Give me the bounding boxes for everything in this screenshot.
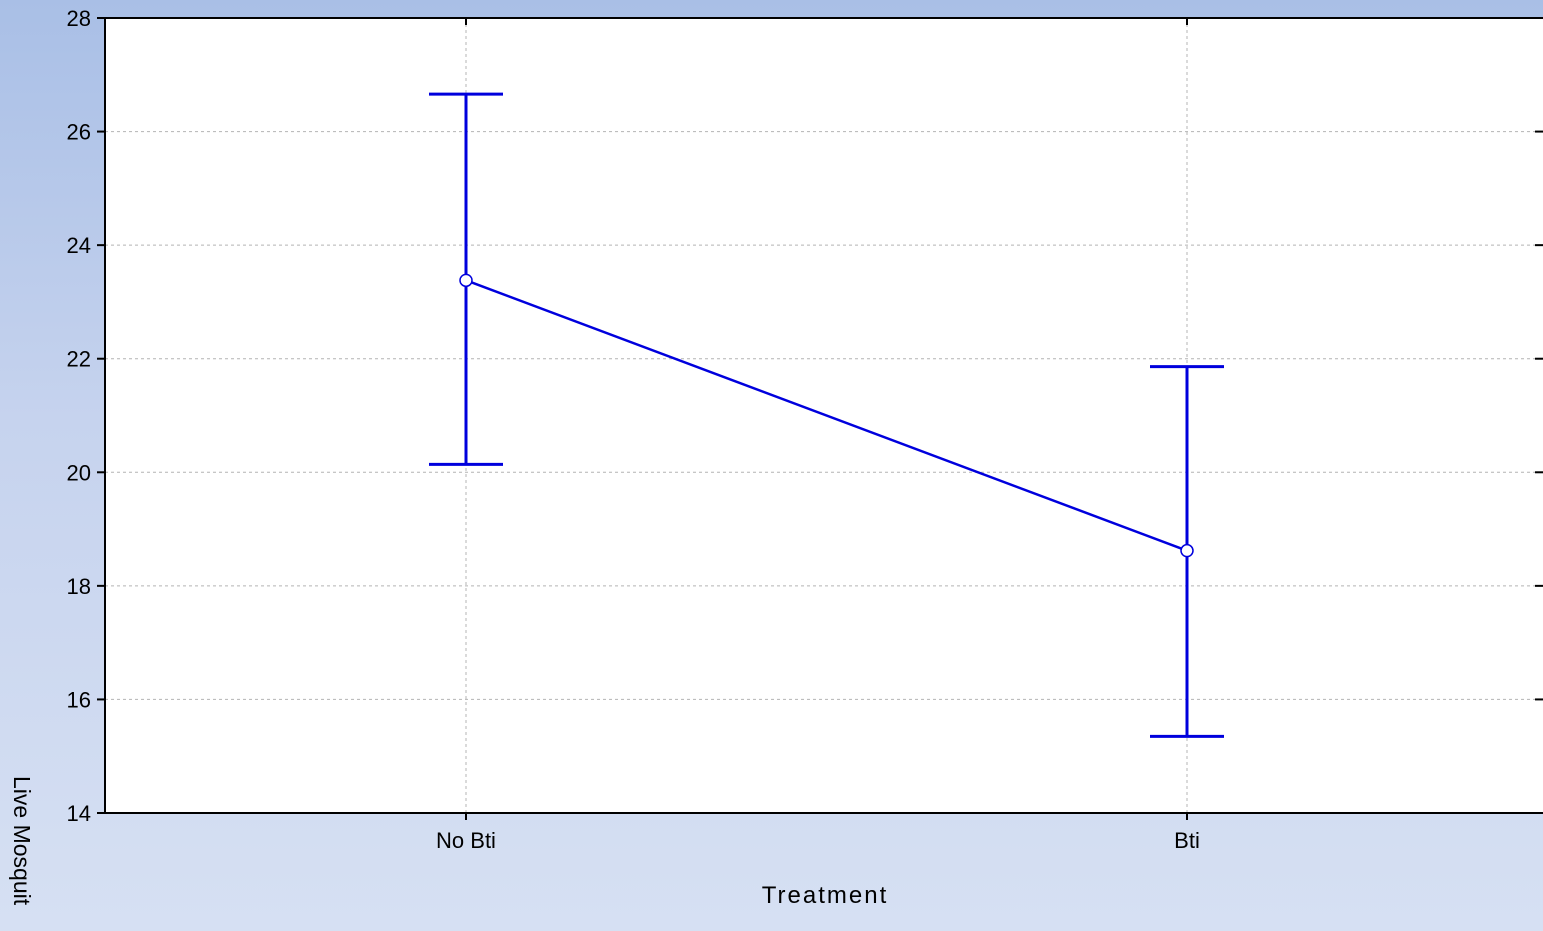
x-tick-label-0: No Bti bbox=[436, 828, 496, 853]
x-axis-title: Treatment bbox=[762, 882, 888, 909]
axes bbox=[97, 17, 1543, 820]
y-tick-label-22: 22 bbox=[67, 347, 91, 372]
y-tick-label-24: 24 bbox=[67, 233, 91, 258]
y-tick-label-16: 16 bbox=[67, 687, 91, 712]
y-axis-title: Live Mosquit bbox=[9, 776, 35, 906]
data-point-1 bbox=[1180, 543, 1194, 558]
y-tick-label-28: 28 bbox=[67, 6, 91, 31]
y-tick-label-14: 14 bbox=[67, 801, 91, 826]
y-tick-label-26: 26 bbox=[67, 120, 91, 145]
series-line-0 bbox=[465, 279, 1188, 552]
x-tick-label-1: Bti bbox=[1174, 828, 1200, 853]
y-tick-label-20: 20 bbox=[67, 460, 91, 485]
y-tick-label-18: 18 bbox=[67, 574, 91, 599]
series-layer bbox=[429, 92, 1224, 738]
tick-labels: 14 16 18 20 22 24 26 28 No Bti Bti bbox=[67, 6, 1200, 853]
data-point-0 bbox=[459, 273, 473, 288]
